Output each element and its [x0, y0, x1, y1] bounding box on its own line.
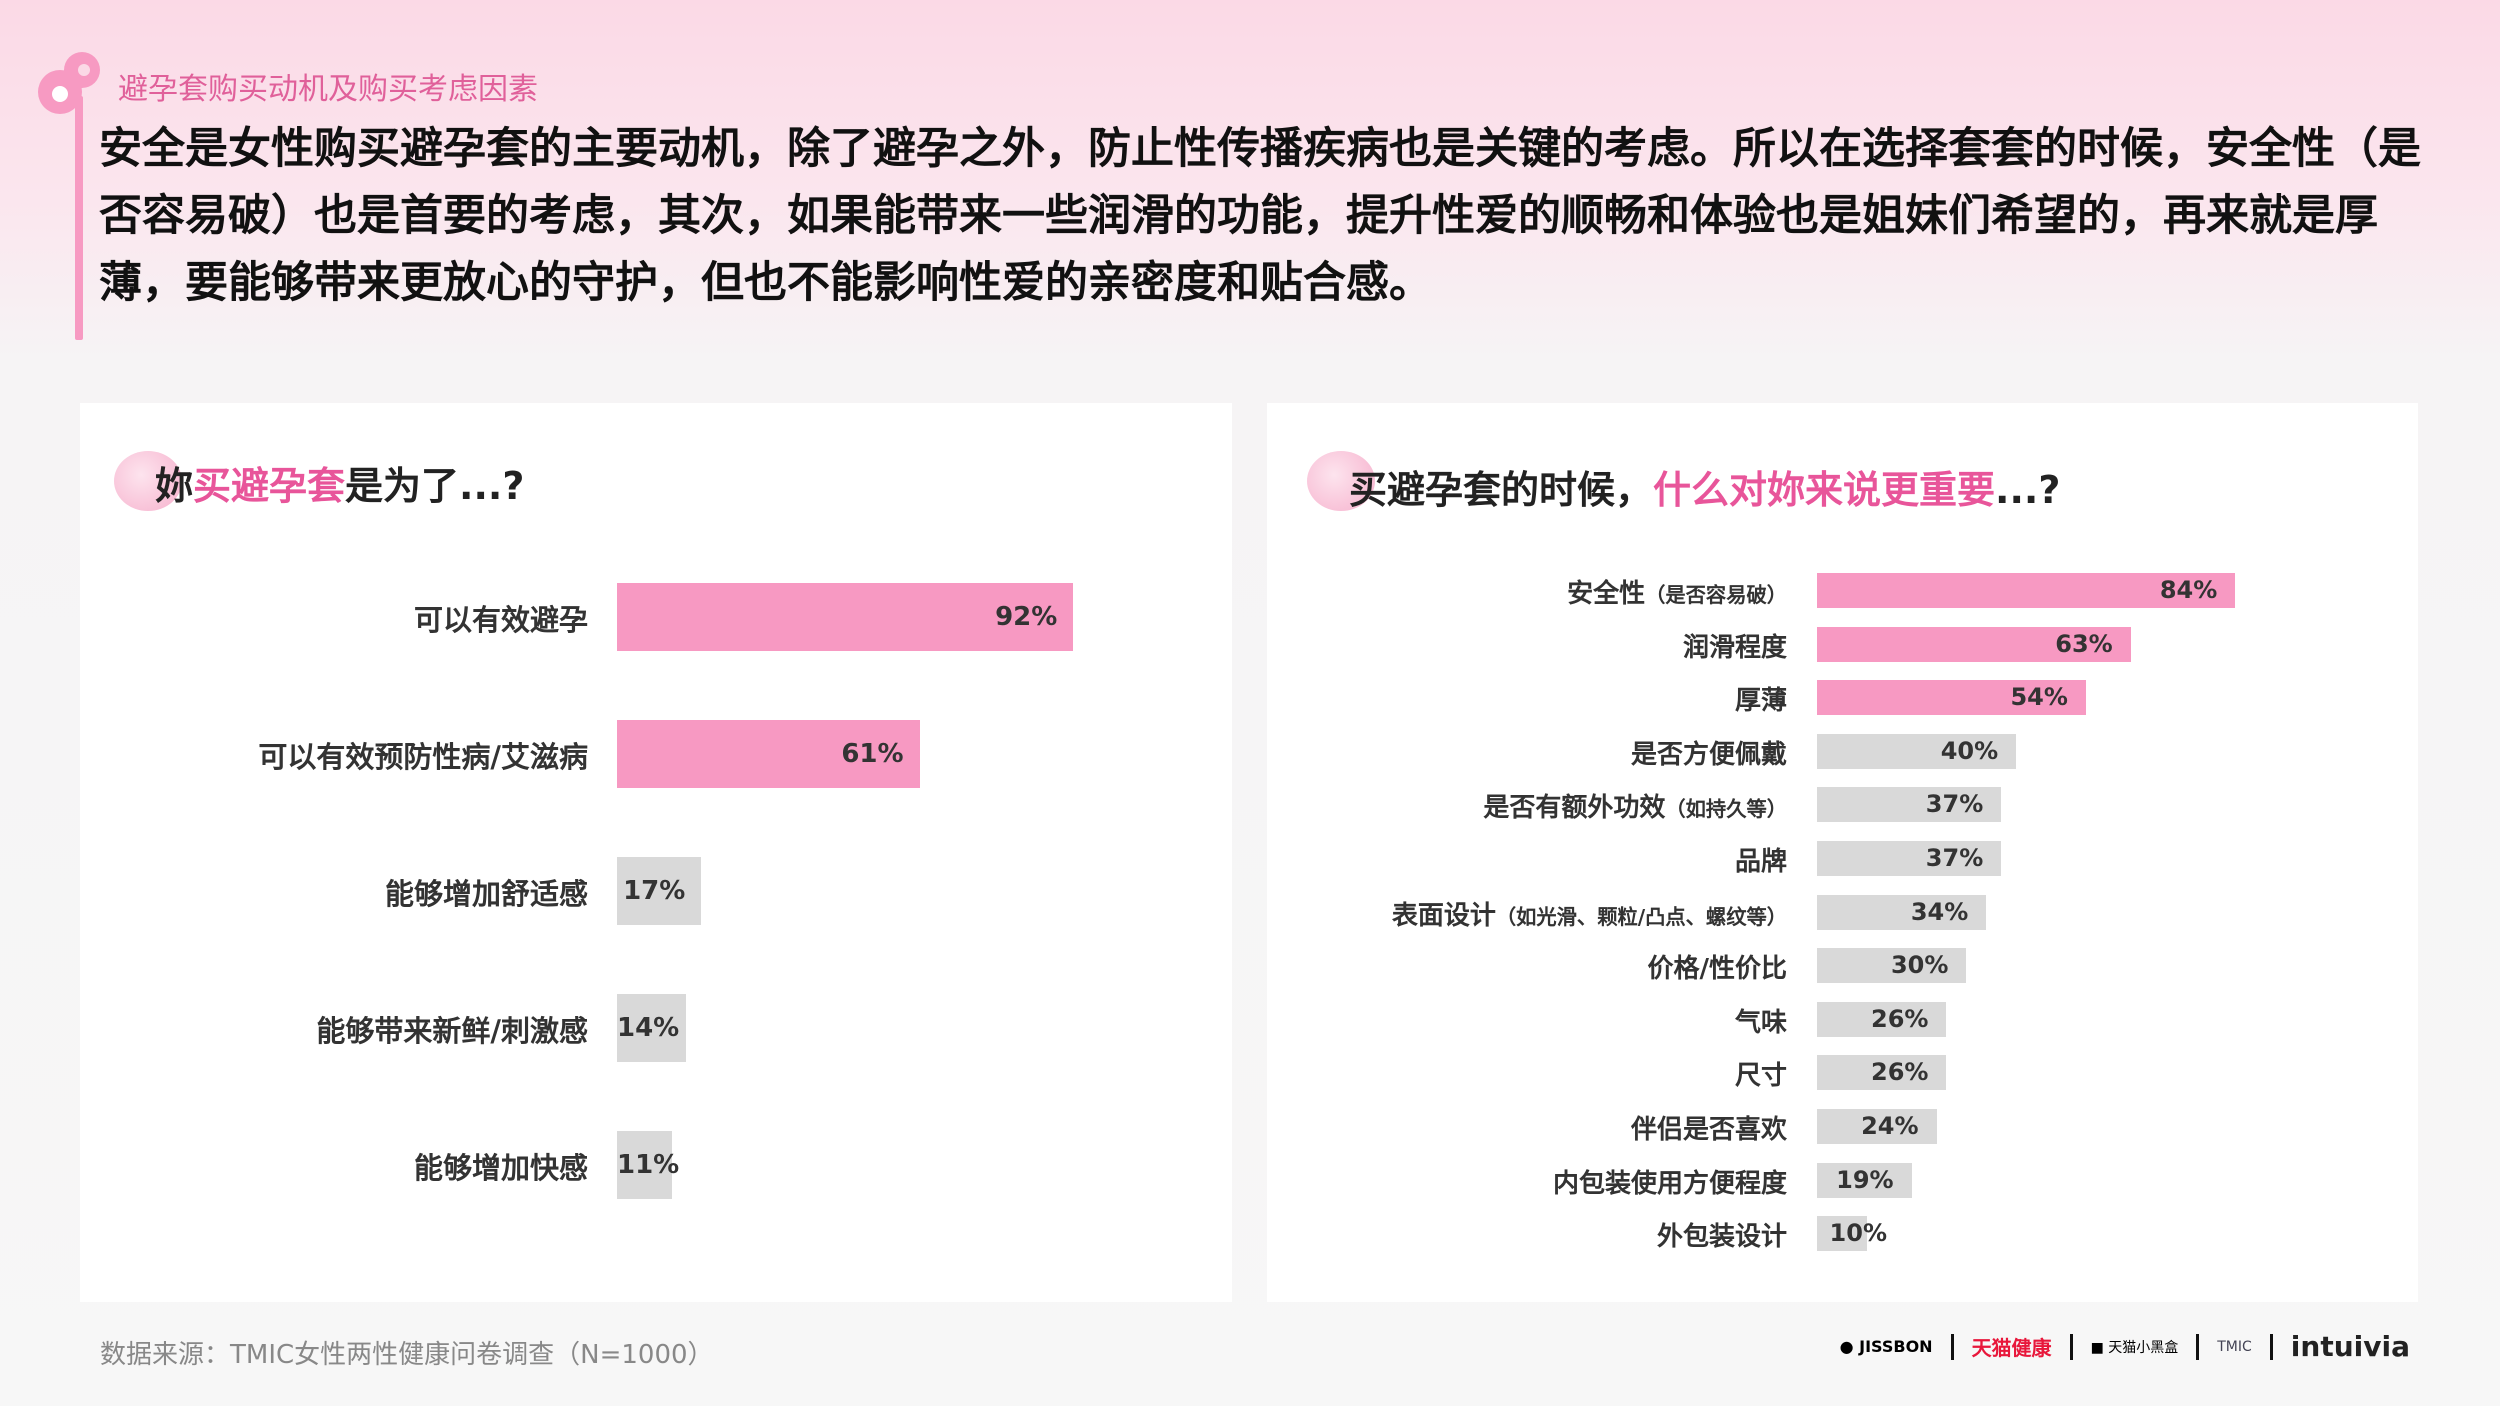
title-blob-icon: [114, 451, 182, 511]
value-label: 24%: [1861, 1112, 1919, 1140]
category-name: 价格/性价比: [1647, 954, 1788, 985]
category-label: 是否有额外功效（如持久等）: [1483, 787, 1787, 824]
value-label: 92%: [995, 602, 1058, 632]
category-name: 表面设计: [1391, 900, 1496, 931]
category-label: 安全性（是否容易破）: [1567, 573, 1787, 610]
bar: [1817, 948, 1967, 984]
category-note: （是否容易破）: [1645, 583, 1787, 607]
chart-title: 买避孕套的时候，什么对妳来说更重要...?: [1349, 468, 2061, 512]
bar: [1817, 733, 2017, 769]
bar: [1817, 680, 2086, 716]
category-label: 能够增加快感: [413, 1151, 588, 1185]
bar: [617, 720, 920, 788]
category-name: 安全性: [1567, 579, 1646, 609]
chart-title: 妳买避孕套是为了...?: [155, 464, 525, 508]
value-label: 34%: [1910, 897, 1969, 926]
title-blob-icon: [1307, 451, 1375, 511]
tmic-logo: TMIC: [2217, 1338, 2252, 1355]
category-note: （如光滑、颗粒/凸点、螺纹等）: [1495, 904, 1787, 929]
category-name: 是否方便佩戴: [1630, 739, 1787, 770]
category-label: 可以有效避孕: [413, 603, 588, 637]
value-label: 40%: [1940, 736, 1999, 765]
value-label: 84%: [2159, 576, 2218, 604]
partner-logos: ● JISSBON 天猫健康 ■ 天猫小黑盒 TMIC intuivia: [1840, 1330, 2410, 1363]
category-name: 是否有额外功效: [1483, 793, 1666, 824]
category-label: 能够增加舒适感: [384, 877, 588, 911]
tmall-blackbox-logo: ■ 天猫小黑盒: [2090, 1339, 2179, 1356]
category-label: 是否方便佩戴: [1631, 734, 1787, 771]
value-label: 30%: [1890, 951, 1949, 980]
factors-chart-panel: 买避孕套的时候，什么对妳来说更重要...? 安全性（是否容易破） 84% 润滑程度 6…: [1267, 403, 2418, 1302]
bar: [1817, 1162, 1912, 1198]
bar: [1817, 1001, 1947, 1037]
category-label: 能够带来新鲜/刺激感: [316, 1014, 588, 1048]
value-label: 26%: [1871, 1058, 1929, 1087]
category-label: 外包装设计: [1657, 1216, 1787, 1253]
bar: [1817, 1055, 1947, 1091]
data-source: 数据来源：TMIC女性两性健康问卷调查（N=1000）: [100, 1340, 714, 1370]
category-name: 气味: [1734, 1007, 1787, 1038]
category-label: 可以有效预防性病/艾滋病: [258, 740, 588, 774]
section-title: 避孕套购买动机及购买考虑因素: [118, 72, 538, 107]
bar: [1817, 1216, 1867, 1252]
category-label: 尺寸: [1735, 1055, 1787, 1092]
category-name: 品牌: [1734, 847, 1787, 877]
value-label: 63%: [2055, 629, 2113, 658]
bar: [617, 583, 1074, 651]
motivation-chart-panel: 妳买避孕套是为了...? 可以有效避孕 92% 可以有效预防性病/艾滋病 61% 能够增…: [80, 403, 1232, 1302]
bar: [1817, 841, 2002, 876]
intuivia-logo: intuivia: [2290, 1330, 2410, 1363]
category-note: （如持久等）: [1665, 797, 1787, 822]
bar: [1817, 573, 2236, 608]
value-label: 37%: [1925, 844, 1984, 872]
bar: [1817, 1109, 1937, 1144]
headline: 安全是女性购买避孕套的主要动机，除了避孕之外，防止性传播疾病也是关键的考虑。所以…: [99, 124, 2421, 308]
category-label: 厚薄: [1735, 680, 1787, 717]
tmall-health-logo: 天猫健康: [1971, 1336, 2052, 1360]
flower-logo-icon: [38, 52, 100, 114]
bar: [617, 857, 702, 925]
bar: [617, 1131, 672, 1199]
value-label: 37%: [1925, 790, 1984, 819]
value-label: 26%: [1871, 1004, 1929, 1033]
bar: [1817, 787, 2002, 823]
category-name: 厚薄: [1734, 686, 1787, 717]
value-label: 19%: [1836, 1165, 1894, 1194]
category-name: 润滑程度: [1682, 632, 1787, 663]
value-label: 10%: [1829, 1219, 1887, 1248]
bar: [617, 994, 687, 1062]
bar: [1817, 894, 1987, 930]
header-accent-bar: [75, 96, 83, 340]
value-label: 17%: [623, 876, 686, 906]
category-label: 伴侣是否喜欢: [1631, 1109, 1787, 1146]
bar: [1817, 626, 2131, 662]
category-name: 伴侣是否喜欢: [1630, 1115, 1787, 1145]
category-name: 外包装设计: [1656, 1222, 1787, 1253]
value-label: 54%: [2010, 683, 2068, 712]
category-label: 价格/性价比: [1648, 948, 1788, 985]
category-label: 品牌: [1735, 841, 1787, 878]
category-label: 内包装使用方便程度: [1553, 1163, 1787, 1200]
category-label: 润滑程度: [1683, 627, 1787, 664]
category-label: 表面设计（如光滑、颗粒/凸点、螺纹等）: [1392, 895, 1787, 932]
value-label: 11%: [617, 1150, 680, 1180]
category-label: 气味: [1735, 1002, 1787, 1039]
value-label: 14%: [617, 1013, 680, 1043]
category-name: 尺寸: [1734, 1061, 1787, 1092]
jissbon-logo: ● JISSBON: [1839, 1337, 1933, 1356]
category-name: 内包装使用方便程度: [1552, 1168, 1787, 1199]
value-label: 61%: [841, 739, 904, 769]
